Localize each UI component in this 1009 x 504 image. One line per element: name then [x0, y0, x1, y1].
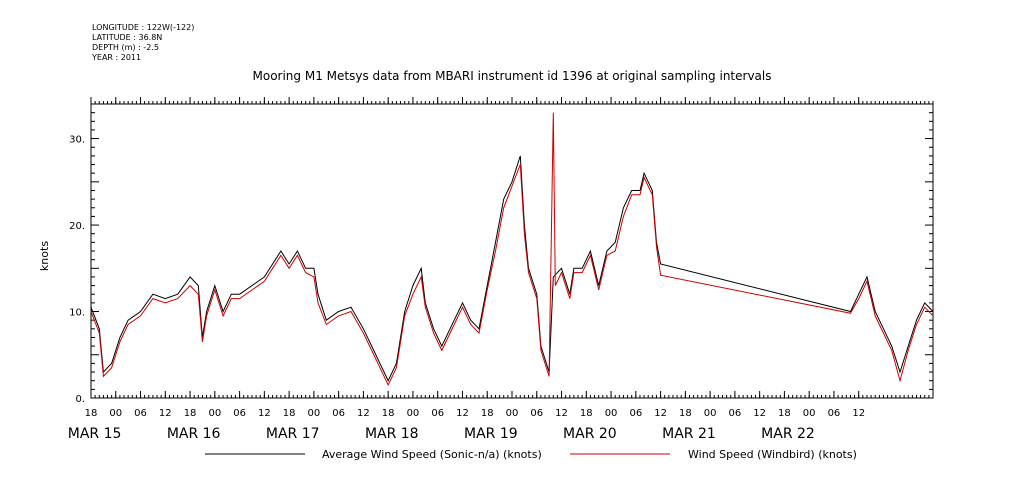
- x-hour-tick-label: 06: [431, 408, 444, 419]
- x-hour-tick-label: 18: [382, 408, 395, 419]
- x-hour-tick-label: 12: [357, 408, 370, 419]
- series-line-0: [90, 155, 934, 382]
- x-hour-tick-label: 12: [456, 408, 469, 419]
- series-lines: [90, 112, 934, 387]
- x-hour-tick-label: 00: [208, 408, 221, 419]
- x-hour-tick-label: 12: [258, 408, 271, 419]
- x-hour-tick-label: 06: [134, 408, 147, 419]
- header-latitude: LATITUDE : 36.8N: [92, 33, 162, 42]
- x-hour-tick-label: 06: [629, 408, 642, 419]
- x-hour-tick-label: 12: [753, 408, 766, 419]
- x-hour-tick-label: 06: [332, 408, 345, 419]
- x-hour-tick-label: 06: [729, 408, 742, 419]
- legend-label-windbird: Wind Speed (Windbird) (knots): [688, 448, 857, 461]
- header-longitude: LONGITUDE : 122W(-122): [92, 23, 194, 32]
- x-hour-tick-label: 18: [778, 408, 791, 419]
- x-hour-tick-label: 12: [654, 408, 667, 419]
- x-day-label: MAR 16: [167, 426, 221, 442]
- header-depth: DEPTH (m) : -2.5: [92, 43, 159, 52]
- x-hour-tick-label: 12: [555, 408, 568, 419]
- y-tick-label: 10.: [69, 308, 85, 319]
- chart-title: Mooring M1 Metsys data from MBARI instru…: [253, 69, 772, 83]
- x-hour-tick-label: 18: [184, 408, 197, 419]
- x-hour-tick-label: 12: [852, 408, 865, 419]
- x-day-label: MAR 19: [464, 426, 518, 442]
- x-hour-tick-label: 18: [85, 408, 98, 419]
- x-hour-tick-label: 18: [679, 408, 692, 419]
- x-hour-tick-label: 00: [605, 408, 618, 419]
- y-tick-label: 0.: [75, 394, 85, 405]
- x-day-label: MAR 22: [761, 426, 815, 442]
- x-hour-tick-label: 18: [481, 408, 494, 419]
- y-tick-label: 30.: [69, 135, 85, 146]
- x-hour-tick-label: 00: [308, 408, 321, 419]
- y-axis-label: knots: [38, 241, 51, 271]
- x-hour-tick-label: 18: [283, 408, 296, 419]
- x-hour-tick-label: 18: [580, 408, 593, 419]
- x-hour-tick-label: 00: [109, 408, 122, 419]
- x-hour-tick-label: 00: [506, 408, 519, 419]
- x-hour-tick-label: 00: [704, 408, 717, 419]
- plot-frame: [90, 103, 934, 399]
- header-meta: LONGITUDE : 122W(-122) LATITUDE : 36.8N …: [91, 23, 194, 62]
- x-hour-tick-label: 06: [828, 408, 841, 419]
- x-hour-tick-label: 06: [233, 408, 246, 419]
- x-day-label: MAR 17: [266, 426, 320, 442]
- x-hour-tick-label: 00: [407, 408, 420, 419]
- x-day-label: MAR 15: [68, 426, 122, 442]
- x-hour-tick-label: 00: [803, 408, 816, 419]
- x-hour-tick-label: 06: [530, 408, 543, 419]
- x-day-label: MAR 20: [563, 426, 617, 442]
- header-year: YEAR : 2011: [91, 53, 141, 62]
- axes: 18 00 06 12 18 00 06 12 18 00 06 12 18 00 06 12 18 00 06 12…: [68, 97, 934, 442]
- x-day-label: MAR 18: [365, 426, 419, 442]
- series-line-1: [90, 112, 934, 387]
- y-tick-label: 20.: [69, 221, 85, 232]
- x-hour-tick-label: 12: [159, 408, 172, 419]
- legend: Average Wind Speed (Sonic-n/a) (knots) W…: [205, 448, 857, 461]
- legend-label-average: Average Wind Speed (Sonic-n/a) (knots): [322, 448, 542, 461]
- x-day-label: MAR 21: [662, 426, 716, 442]
